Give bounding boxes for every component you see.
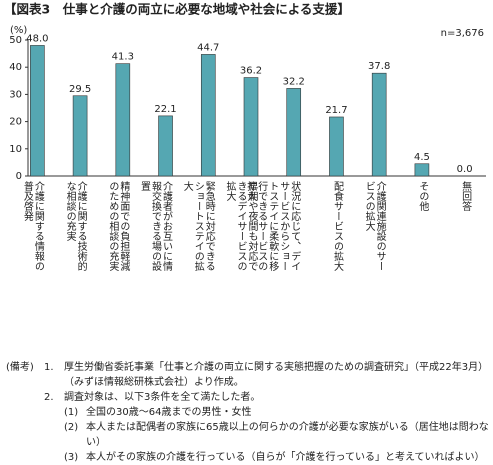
- note-number: 2.: [44, 392, 54, 403]
- value-label: 29.5: [69, 84, 91, 95]
- note-text: 全国の30歳～64歳までの男性・女性: [86, 407, 252, 418]
- bar: [329, 116, 344, 177]
- annotation: n=3,676: [441, 28, 484, 39]
- value-label: 48.0: [26, 33, 48, 44]
- x-tick-label: 介護者がお互いに情報交換できる場の設置: [138, 181, 172, 271]
- note-text: 本人または配偶者の家族に65歳以上の何らかの介護が必要な家族がいる（居住地は問わ…: [86, 422, 489, 448]
- y-tick-label: 0: [16, 171, 22, 182]
- y-tick-label: 40: [9, 62, 22, 73]
- chart: 【図表3 仕事と介護の両立に必要な地域や社会による支援】 (%) n=3,676…: [4, 2, 486, 182]
- note-text: 厚生労働省委託事業「仕事と介護の両立に関する実態把握のための調査研究」（平成22…: [64, 362, 489, 388]
- bar: [371, 72, 387, 177]
- note-number: (1): [64, 407, 79, 418]
- bar: [286, 88, 302, 177]
- value-label: 41.3: [112, 52, 134, 63]
- value-label: 21.7: [325, 105, 347, 116]
- note-text: 調査対象は、以下3条件を全て満たした者。: [64, 392, 261, 403]
- x-tick-label: 無回答: [459, 181, 471, 211]
- note-row: 2. 調査対象は、以下3条件を全て満たした者。: [6, 390, 491, 405]
- y-tick-label: 30: [9, 89, 22, 100]
- bar: [30, 45, 45, 177]
- x-tick-label: 精神面での負担軽減のための相談の充実: [106, 181, 129, 271]
- bar: [243, 77, 259, 177]
- note-number: (2): [64, 422, 79, 433]
- y-axis-label: (%): [10, 25, 27, 36]
- x-tick-label: 緊急時に対応できるショートステイの拡大: [181, 181, 215, 271]
- x-tick-label: 介護関連施設のサービスの拡大: [363, 181, 386, 271]
- x-tick-label: 介護に関する技術的な相談の充実: [64, 181, 87, 271]
- note-number: 1.: [44, 362, 54, 373]
- note-subrow: (3) 本人がその家族の介護を行っている（自らが「介護を行っている」と考えていれ…: [6, 450, 491, 465]
- y-tick-label: 20: [9, 117, 22, 128]
- x-tick-label: 介護に関する情報の普及啓発: [21, 181, 44, 271]
- note-number: (3): [64, 452, 79, 463]
- bar: [115, 63, 131, 177]
- bar: [158, 115, 173, 177]
- x-tick-label: 状況に応じて、デイサービスからショートステイに柔軟に移行できるサービスの拡大: [244, 181, 300, 271]
- y-tick-label: 50: [9, 35, 22, 46]
- note-text: 本人がその家族の介護を行っている（自らが「介護を行っている」と考えていればよい）: [86, 452, 485, 463]
- value-label: 36.2: [240, 66, 262, 77]
- bar: [72, 95, 88, 177]
- notes: (備考) 1. 厚生労働省委託事業「仕事と介護の両立に関する実態把握のための調査…: [6, 360, 491, 465]
- note-subrow: (1) 全国の30歳～64歳までの男性・女性: [6, 405, 491, 420]
- y-tick-label: 10: [9, 144, 22, 155]
- value-label: 22.1: [154, 104, 176, 115]
- x-tick-label: 配食サービスの拡大: [331, 181, 343, 271]
- notes-label: (備考): [6, 362, 34, 373]
- value-label: 32.2: [283, 76, 305, 87]
- note-subrow: (2) 本人または配偶者の家族に65歳以上の何らかの介護が必要な家族がいる（居住…: [6, 420, 491, 450]
- x-tick-label: 早朝や夜間も対応できるデイサービスの拡大: [224, 181, 257, 271]
- bar: [414, 163, 430, 177]
- value-label: 44.7: [197, 42, 219, 53]
- value-label: 0.0: [457, 164, 473, 175]
- value-label: 4.5: [414, 152, 430, 163]
- bar: [200, 54, 216, 177]
- value-label: 37.8: [368, 61, 390, 72]
- x-tick-label: その他: [416, 181, 428, 211]
- note-row: (備考) 1. 厚生労働省委託事業「仕事と介護の両立に関する実態把握のための調査…: [6, 360, 491, 390]
- chart-title: 【図表3 仕事と介護の両立に必要な地域や社会による支援】: [4, 2, 350, 17]
